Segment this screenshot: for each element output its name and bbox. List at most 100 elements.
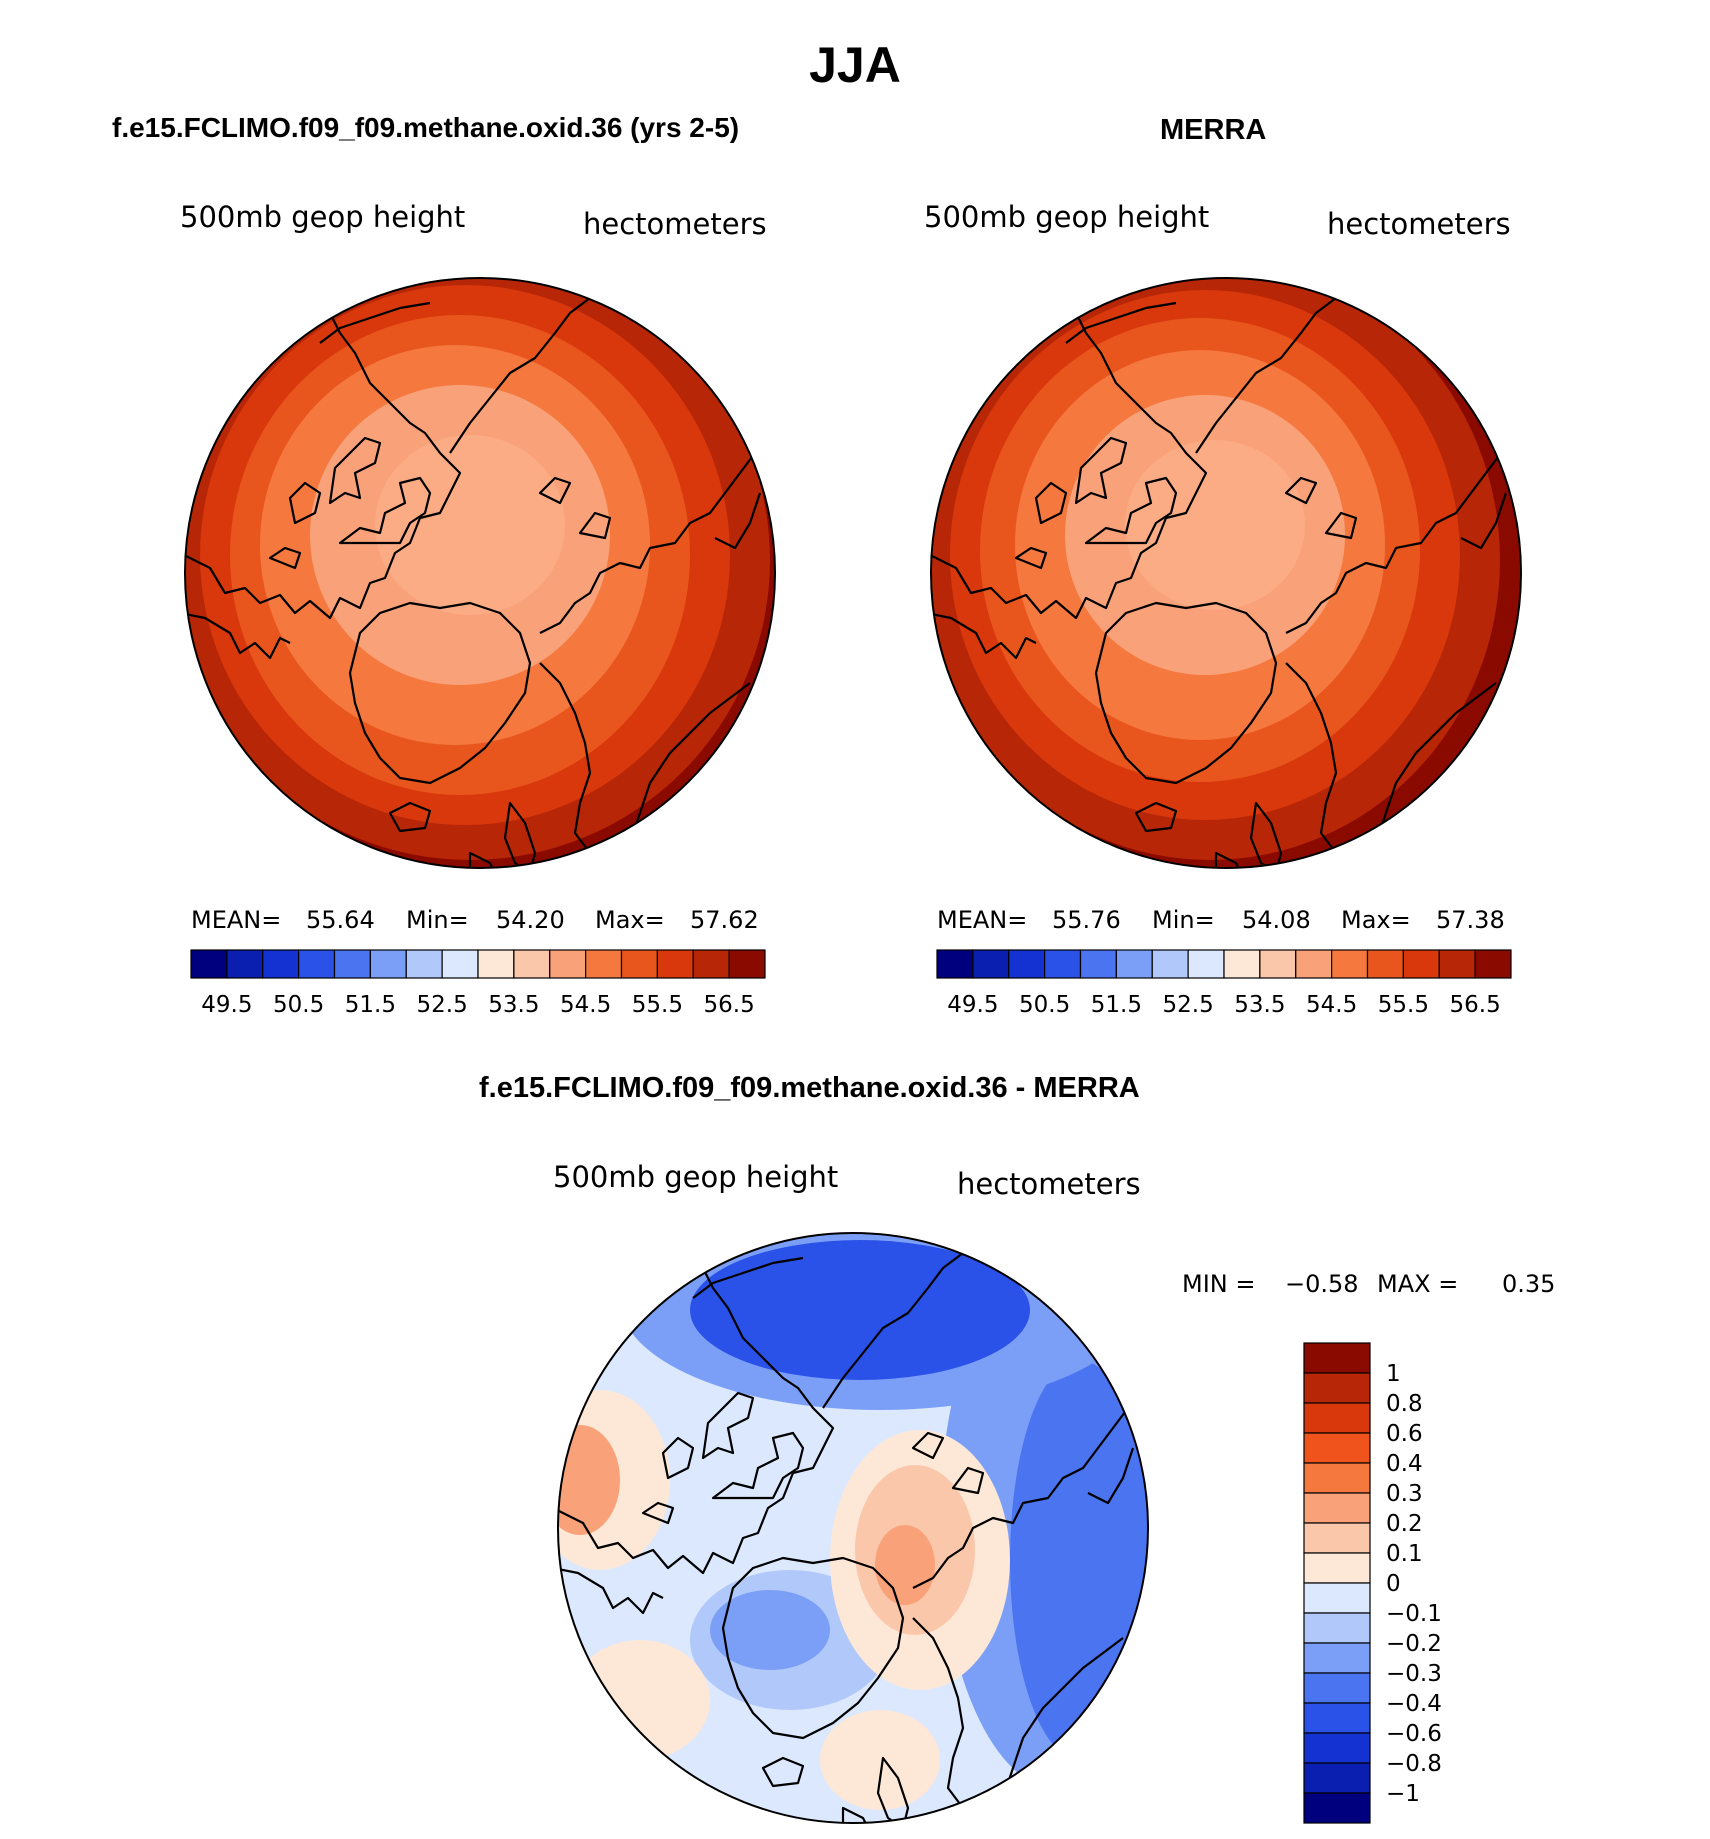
colorbar-tick-label: 56.5	[704, 992, 755, 1018]
colorbar-box	[1303, 1342, 1371, 1374]
colorbar-box	[620, 949, 658, 979]
colorbar-tick-label: −0.2	[1386, 1631, 1442, 1657]
diff-max-value: 0.35	[1502, 1270, 1556, 1298]
units-label-diff: hectometers	[957, 1167, 1141, 1201]
max-label: Max=	[595, 906, 665, 934]
colorbar-box	[1303, 1402, 1371, 1434]
colorbar-box	[1303, 1462, 1371, 1494]
mean-value: 55.64	[306, 906, 375, 934]
colorbar-box	[1402, 949, 1440, 979]
colorbar-box	[1331, 949, 1369, 979]
colorbar-tick-label: 53.5	[488, 992, 539, 1018]
colorbar-box	[1303, 1702, 1371, 1734]
colorbar-box	[1303, 1612, 1371, 1644]
colorbar-tick-label: −0.1	[1386, 1601, 1442, 1627]
colorbar-tick-label: 55.5	[632, 992, 683, 1018]
colorbar-tick-label: 50.5	[1019, 992, 1070, 1018]
panel-heading-model: f.e15.FCLIMO.f09_f09.methane.oxid.36 (yr…	[112, 112, 740, 143]
colorbar-box	[1295, 949, 1333, 979]
max-value: 57.38	[1436, 906, 1505, 934]
polar-map-model	[184, 277, 776, 869]
colorbar-tick-label: 49.5	[947, 992, 998, 1018]
colorbar-tick-label: 55.5	[1378, 992, 1429, 1018]
colorbar-box	[1303, 1642, 1371, 1674]
colorbar-box	[1079, 949, 1117, 979]
colorbar-tick-label: −0.3	[1386, 1661, 1442, 1687]
colorbar-tick-label: 0.1	[1386, 1541, 1423, 1567]
colorbar-box	[1438, 949, 1476, 979]
colorbar-box	[1303, 1372, 1371, 1404]
colorbar-box	[1115, 949, 1153, 979]
colorbar-box	[972, 949, 1010, 979]
colorbar-box	[226, 949, 264, 979]
colorbar-tick-label: −0.8	[1386, 1751, 1442, 1777]
colorbar-model: 49.5 50.5 51.5 52.5 53.5 54.5 55.5 56.5	[190, 949, 766, 1018]
colorbar-box	[333, 949, 371, 979]
diff-max-label: MAX =	[1377, 1270, 1459, 1298]
colorbar-tick-label: 53.5	[1234, 992, 1285, 1018]
colorbar-box	[190, 949, 228, 979]
colorbar-box	[1044, 949, 1082, 979]
colorbar-tick-label: 51.5	[1091, 992, 1142, 1018]
colorbar-box	[513, 949, 551, 979]
variable-label-obs: 500mb geop height	[924, 200, 1210, 234]
diff-min-label: MIN =	[1182, 1270, 1256, 1298]
colorbar-box	[1303, 1432, 1371, 1464]
min-value: 54.20	[496, 906, 565, 934]
colorbar-diff: 1 0.8 0.6 0.4 0.3 0.2 0.1 0 −0.1 −0.2 −0.3 −0.4 −0.6…	[1303, 1342, 1442, 1824]
max-label: Max=	[1341, 906, 1411, 934]
colorbar-tick-label: 0.6	[1386, 1421, 1423, 1447]
colorbar-box	[1303, 1552, 1371, 1584]
colorbar-tick-label: 49.5	[201, 992, 252, 1018]
polar-map-obs	[930, 277, 1522, 869]
colorbar-box	[1008, 949, 1046, 979]
mean-label: MEAN=	[191, 906, 282, 934]
colorbar-box	[441, 949, 479, 979]
units-label-model: hectometers	[583, 207, 767, 241]
colorbar-tick-label: 0.8	[1386, 1391, 1423, 1417]
min-label: Min=	[406, 906, 469, 934]
min-label: Min=	[1152, 906, 1215, 934]
colorbar-box	[298, 949, 336, 979]
colorbar-box	[1366, 949, 1404, 979]
colorbar-tick-label: 56.5	[1450, 992, 1501, 1018]
colorbar-box	[1303, 1792, 1371, 1824]
colorbar-tick-label: 0	[1386, 1571, 1401, 1597]
colorbar-box	[692, 949, 730, 979]
colorbar-box	[1303, 1582, 1371, 1614]
colorbar-box	[1303, 1492, 1371, 1524]
colorbar-box	[549, 949, 587, 979]
units-label-obs: hectometers	[1327, 207, 1511, 241]
colorbar-tick-label: 0.2	[1386, 1511, 1423, 1537]
colorbar-box	[1187, 949, 1225, 979]
colorbar-obs: 49.5 50.5 51.5 52.5 53.5 54.5 55.5 56.5	[936, 949, 1512, 1018]
colorbar-tick-label: 51.5	[345, 992, 396, 1018]
panel-heading-diff: f.e15.FCLIMO.f09_f09.methane.oxid.36 - M…	[479, 1072, 1140, 1104]
polar-map-diff	[557, 1232, 1149, 1824]
max-value: 57.62	[690, 906, 759, 934]
colorbar-tick-label: 52.5	[417, 992, 468, 1018]
variable-label-diff: 500mb geop height	[553, 1160, 839, 1194]
colorbar-box	[1303, 1762, 1371, 1794]
min-value: 54.08	[1242, 906, 1311, 934]
colorbar-tick-label: −0.4	[1386, 1691, 1442, 1717]
colorbar-box	[656, 949, 694, 979]
colorbar-box	[405, 949, 443, 979]
colorbar-tick-label: 0.4	[1386, 1451, 1423, 1477]
figure-title: JJA	[809, 37, 901, 93]
mean-value: 55.76	[1052, 906, 1121, 934]
colorbar-box	[585, 949, 623, 979]
colorbar-box	[1303, 1522, 1371, 1554]
colorbar-tick-label: 52.5	[1163, 992, 1214, 1018]
colorbar-box	[1303, 1732, 1371, 1764]
colorbar-box	[1223, 949, 1261, 979]
colorbar-box	[728, 949, 766, 979]
colorbar-box	[1259, 949, 1297, 979]
diff-min-value: −0.58	[1285, 1270, 1359, 1298]
colorbar-tick-label: 54.5	[560, 992, 611, 1018]
panel-heading-obs: MERRA	[1160, 114, 1267, 146]
colorbar-tick-label: 1	[1386, 1361, 1401, 1387]
colorbar-box	[262, 949, 300, 979]
colorbar-tick-label: 50.5	[273, 992, 324, 1018]
